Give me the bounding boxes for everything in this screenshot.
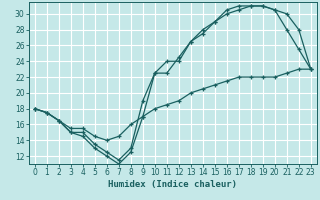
X-axis label: Humidex (Indice chaleur): Humidex (Indice chaleur) [108,180,237,189]
